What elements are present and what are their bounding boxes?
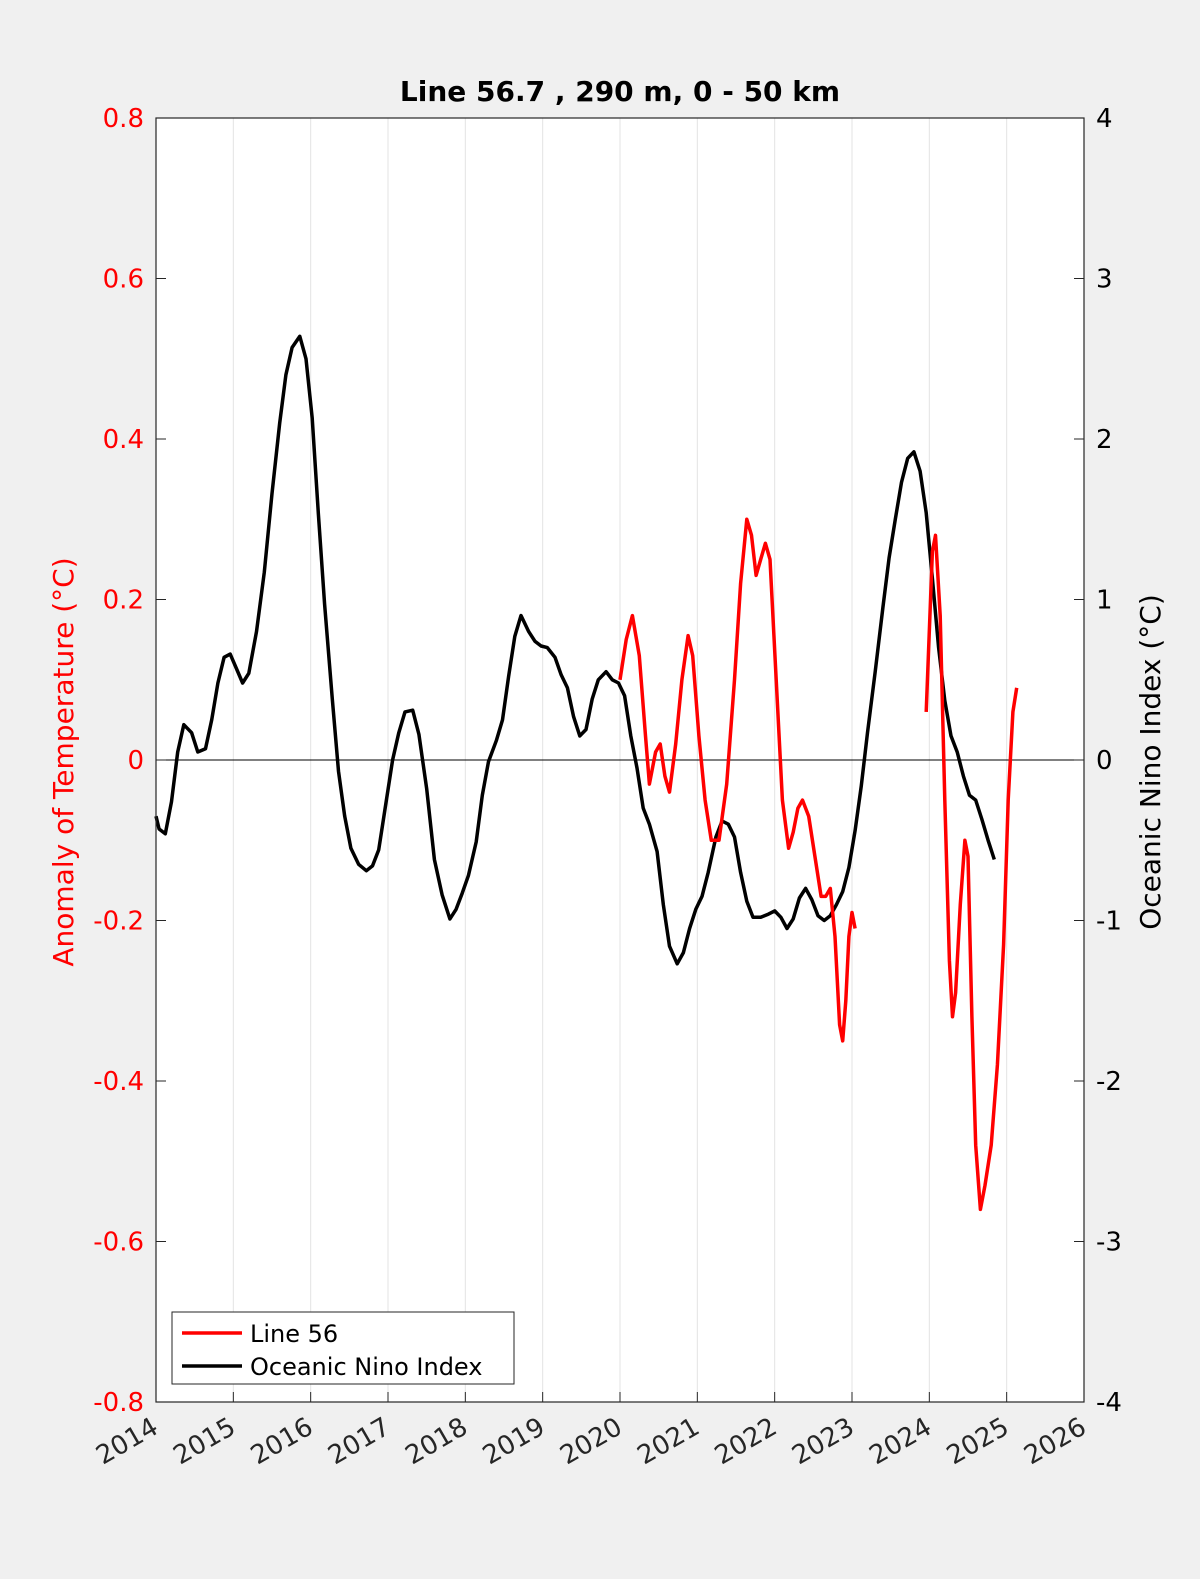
chart-title: Line 56.7 , 290 m, 0 - 50 km [400, 75, 840, 108]
y-left-tick-label: 0.4 [103, 425, 144, 455]
y-left-tick-label: 0.8 [103, 104, 144, 134]
series-layer [154, 334, 1019, 1212]
x-tick-label: 2023 [787, 1412, 859, 1471]
y-right-tick-label: 2 [1096, 425, 1113, 455]
y-right-tick-label: -1 [1096, 907, 1122, 937]
x-tick-label: 2022 [710, 1412, 782, 1471]
y-axis-left-label: Anomaly of Temperature (°C) [47, 557, 80, 966]
y-right-tick-label: 3 [1096, 265, 1113, 295]
x-tick-label: 2024 [865, 1412, 937, 1471]
x-tick-label: 2017 [323, 1412, 395, 1471]
y-left-tick-label: 0 [127, 746, 144, 776]
y-axis-right-label: Oceanic Nino Index (°C) [1134, 594, 1167, 930]
y-right-tick-label: 4 [1096, 104, 1113, 134]
x-tick-label: 2020 [555, 1412, 627, 1471]
y-left-tick-label: -0.2 [93, 907, 144, 937]
legend-label-line56: Line 56 [250, 1320, 338, 1348]
legend: Line 56 Oceanic Nino Index [171, 1311, 515, 1385]
x-tick-label: 2018 [401, 1412, 473, 1471]
y-left-tick-label: -0.8 [93, 1388, 144, 1418]
x-tick-label: 2014 [91, 1412, 163, 1471]
series-line-line56 [924, 533, 1019, 1212]
series-line-line56 [618, 517, 857, 1043]
x-tick-label: 2019 [478, 1412, 550, 1471]
y-right-tick-label: -3 [1096, 1228, 1122, 1258]
series-line-oni [154, 334, 996, 966]
y-left-tick-label: -0.4 [93, 1067, 144, 1097]
x-tick-label: 2021 [633, 1412, 705, 1471]
legend-label-oni: Oceanic Nino Index [250, 1353, 482, 1381]
legend-box [171, 1311, 515, 1385]
y-right-tick-label: -2 [1096, 1067, 1122, 1097]
y-left-tick-label: 0.6 [103, 265, 144, 295]
x-tick-label: 2025 [942, 1412, 1014, 1471]
y-right-tick-label: 1 [1096, 586, 1113, 616]
y-left-tick-label: -0.6 [93, 1228, 144, 1258]
x-tick-label: 2015 [169, 1412, 241, 1471]
y-right-tick-label: 0 [1096, 746, 1113, 776]
y-left-tick-label: 0.2 [103, 586, 144, 616]
x-tick-label: 2026 [1019, 1412, 1091, 1471]
y-right-tick-label: -4 [1096, 1388, 1122, 1418]
x-tick-label: 2016 [246, 1412, 318, 1471]
